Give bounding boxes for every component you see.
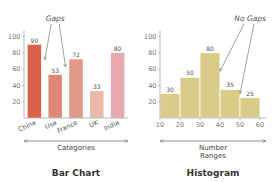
annotation-arrow: [59, 24, 65, 67]
y-tick-label: 60: [148, 65, 156, 73]
panel-bar: 2040608010090China53Usa72France33UK80Ind…: [8, 14, 128, 178]
x-tick-label: UK: [88, 118, 100, 129]
y-tick: [158, 36, 160, 37]
y-axis: [160, 30, 161, 118]
data-label: 25: [246, 90, 254, 97]
x-label: Categories: [57, 144, 95, 152]
data-label: 72: [72, 51, 80, 58]
data-label: 50: [186, 69, 194, 76]
bar: [69, 59, 83, 118]
x-label-line: Ranges: [200, 152, 226, 160]
x-tick-label: 60: [256, 121, 264, 129]
y-tick: [22, 101, 24, 102]
y-tick-label: 20: [12, 98, 20, 106]
data-label: 80: [114, 45, 122, 52]
x-label-arrow: [24, 141, 128, 142]
hist-bar: [200, 53, 220, 118]
y-tick-label: 60: [12, 65, 20, 73]
chart-root: 2040608010090China53Usa72France33UK80Ind…: [0, 0, 277, 182]
y-tick-label: 100: [144, 33, 156, 41]
x-label-arrow: [160, 141, 266, 142]
x-tick-label: France: [56, 119, 79, 135]
hist-bar: [240, 98, 260, 118]
y-tick: [158, 85, 160, 86]
data-label: 90: [31, 37, 39, 44]
data-label: 30: [166, 86, 174, 93]
bar: [48, 75, 62, 118]
hist-bar: [160, 94, 180, 118]
y-tick: [22, 85, 24, 86]
marks: [160, 53, 260, 118]
y-tick-label: 80: [12, 49, 20, 57]
x-label-line: Categories: [57, 144, 95, 152]
hist-bar: [220, 89, 240, 118]
annotation: No Gaps: [234, 14, 266, 23]
y-tick: [158, 52, 160, 53]
x-tick-label: 50: [236, 121, 244, 129]
x-label: NumberRanges: [199, 144, 227, 160]
annotation-arrow: [45, 24, 51, 60]
data-label: 35: [226, 81, 234, 88]
y-tick: [22, 69, 24, 70]
y-axis: [24, 30, 25, 118]
y-tick-label: 20: [148, 98, 156, 106]
x-tick-label: 40: [216, 121, 224, 129]
marks: [28, 45, 125, 118]
x-tick-label: 20: [176, 121, 184, 129]
title: Bar Chart: [52, 168, 101, 178]
panel-histogram: 20 40 60 80 100 30 50 80 35 25 10 20 30 40 50 60 No Gaps…: [144, 14, 266, 178]
data-label: 33: [93, 83, 101, 90]
annotation-arrow: [220, 24, 244, 71]
x-tick-label: 30: [196, 121, 204, 129]
bar: [28, 45, 42, 118]
y-tick: [22, 52, 24, 53]
bar: [111, 53, 125, 118]
y-tick: [158, 69, 160, 70]
x-axis: [24, 118, 128, 119]
x-tick-label: India: [103, 119, 121, 133]
title: Histogram: [187, 168, 240, 178]
data-label: 80: [206, 45, 214, 52]
y-tick: [22, 36, 24, 37]
y-tick-label: 100: [8, 33, 20, 41]
x-tick-label: 10: [156, 121, 164, 129]
annotation: Gaps: [46, 14, 65, 23]
data-label: 53: [51, 67, 59, 74]
x-tick-label: China: [17, 119, 37, 134]
y-tick-label: 40: [12, 82, 20, 90]
y-tick-label: 80: [148, 49, 156, 57]
hist-bar: [180, 77, 200, 118]
annotation-arrow: [240, 24, 254, 94]
x-axis: [160, 118, 266, 119]
y-tick: [158, 101, 160, 102]
y-tick-label: 40: [148, 82, 156, 90]
bar: [90, 91, 104, 118]
